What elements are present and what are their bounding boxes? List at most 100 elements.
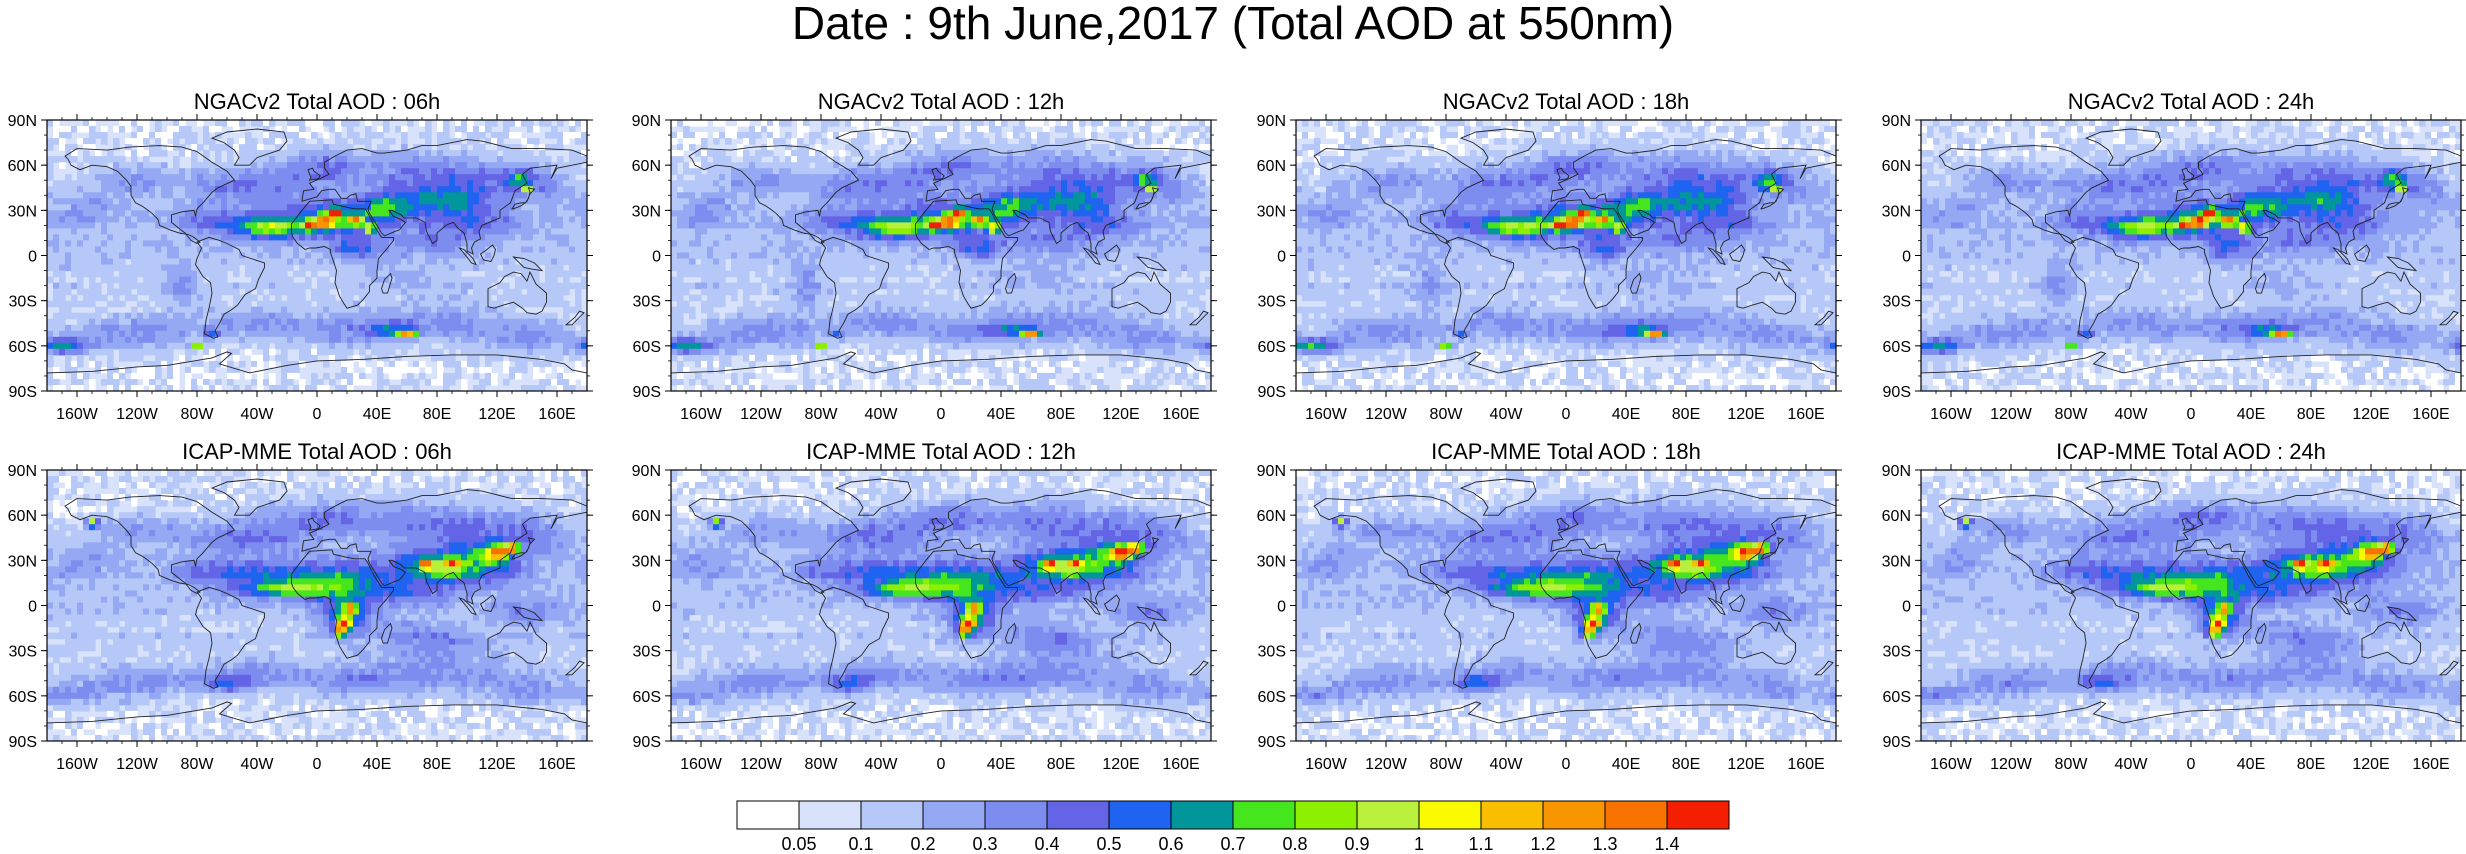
colorbar-label: 0.7	[1203, 835, 1263, 853]
lon-label: 40E	[1612, 756, 1640, 773]
lon-label: 40E	[2237, 406, 2265, 423]
lon-label: 40E	[2237, 756, 2265, 773]
panel-title: ICAP-MME Total AOD : 06h	[47, 440, 587, 464]
lat-label: 90N	[8, 464, 37, 480]
lat-label: 60S	[1258, 339, 1286, 356]
lon-label: 160W	[680, 406, 723, 423]
colorbar-box	[1233, 801, 1295, 829]
lon-label: 80E	[423, 406, 451, 423]
lon-label: 80E	[1047, 406, 1075, 423]
lat-label: 30S	[1258, 644, 1286, 661]
lat-label: 60N	[1257, 158, 1286, 175]
lat-label: 0	[1277, 599, 1286, 616]
lat-label: 90S	[633, 384, 661, 401]
lat-label: 60N	[1882, 508, 1911, 525]
lon-label: 160E	[538, 756, 575, 773]
lon-label: 80E	[1672, 406, 1700, 423]
lat-label: 0	[652, 599, 661, 616]
lat-label: 60N	[632, 158, 661, 175]
colorbar-label: 1.1	[1451, 835, 1511, 853]
lat-label: 90N	[8, 114, 37, 130]
lon-label: 0	[1562, 406, 1571, 423]
lon-label: 0	[937, 406, 946, 423]
lat-label: 0	[1277, 249, 1286, 266]
lat-label: 30N	[1882, 553, 1911, 570]
lon-label: 160E	[538, 406, 575, 423]
colorbar-label: 1.2	[1513, 835, 1573, 853]
lat-label: 30N	[8, 553, 37, 570]
colorbar-label: 0.5	[1079, 835, 1139, 853]
lon-label: 80W	[1430, 756, 1464, 773]
colorbar-box	[1481, 801, 1543, 829]
lat-label: 0	[1902, 249, 1911, 266]
lon-label: 120E	[2352, 406, 2389, 423]
colorbar-box	[1295, 801, 1357, 829]
lat-label: 90N	[1882, 464, 1911, 480]
lon-label: 120E	[478, 756, 515, 773]
lon-label: 160E	[2412, 406, 2449, 423]
panel-title: NGACv2 Total AOD : 06h	[47, 90, 587, 114]
colorbar-box	[1357, 801, 1419, 829]
lon-label: 120E	[478, 406, 515, 423]
lon-label: 0	[2187, 406, 2196, 423]
lon-label: 160E	[1162, 406, 1199, 423]
panel-title: NGACv2 Total AOD : 12h	[671, 90, 1211, 114]
lon-label: 40E	[1612, 406, 1640, 423]
lon-label: 40E	[987, 406, 1015, 423]
lat-label: 60N	[8, 508, 37, 525]
lon-label: 80W	[181, 756, 215, 773]
aod-field	[1921, 120, 2462, 392]
lon-label: 80W	[805, 756, 839, 773]
lat-label: 90S	[633, 734, 661, 751]
colorbar-box	[985, 801, 1047, 829]
lon-label: 80W	[181, 406, 215, 423]
aod-colorbar	[736, 800, 1730, 830]
lat-label: 30N	[1257, 203, 1286, 220]
lat-label: 90S	[1883, 734, 1911, 751]
lon-label: 80E	[2297, 756, 2325, 773]
panel-title: ICAP-MME Total AOD : 18h	[1296, 440, 1836, 464]
lon-label: 120W	[116, 406, 159, 423]
colorbar-label: 0.4	[1017, 835, 1077, 853]
lon-label: 80E	[2297, 406, 2325, 423]
aod-field	[47, 470, 588, 742]
lon-label: 160W	[1305, 406, 1348, 423]
lon-label: 40W	[865, 756, 899, 773]
lon-label: 0	[1562, 756, 1571, 773]
lat-label: 30S	[633, 294, 661, 311]
colorbar-label: 1.3	[1575, 835, 1635, 853]
lon-label: 80W	[2055, 406, 2089, 423]
lon-label: 80E	[1672, 756, 1700, 773]
lat-label: 0	[652, 249, 661, 266]
lon-label: 40W	[241, 756, 275, 773]
lat-label: 30S	[1883, 294, 1911, 311]
lat-label: 30N	[1882, 203, 1911, 220]
lon-label: 160E	[2412, 756, 2449, 773]
lat-label: 60N	[632, 508, 661, 525]
lon-label: 80W	[1430, 406, 1464, 423]
lat-label: 0	[1902, 599, 1911, 616]
lat-label: 30S	[9, 294, 37, 311]
lat-label: 90N	[632, 464, 661, 480]
lon-label: 120E	[2352, 756, 2389, 773]
lat-label: 90N	[632, 114, 661, 130]
panel-title: ICAP-MME Total AOD : 12h	[671, 440, 1211, 464]
colorbar-label: 0.05	[769, 835, 829, 853]
lon-label: 40E	[363, 406, 391, 423]
lat-label: 60S	[9, 339, 37, 356]
lon-label: 40W	[2115, 406, 2149, 423]
lat-label: 60S	[1258, 689, 1286, 706]
lon-label: 0	[313, 756, 322, 773]
figure-title: Date : 9th June,2017 (Total AOD at 550nm…	[0, 0, 2466, 46]
lon-label: 80E	[1047, 756, 1075, 773]
lon-label: 120E	[1102, 756, 1139, 773]
lat-label: 60S	[633, 689, 661, 706]
lon-label: 0	[313, 406, 322, 423]
lon-label: 160W	[1930, 756, 1973, 773]
lat-label: 30N	[632, 553, 661, 570]
colorbar-box	[1419, 801, 1481, 829]
